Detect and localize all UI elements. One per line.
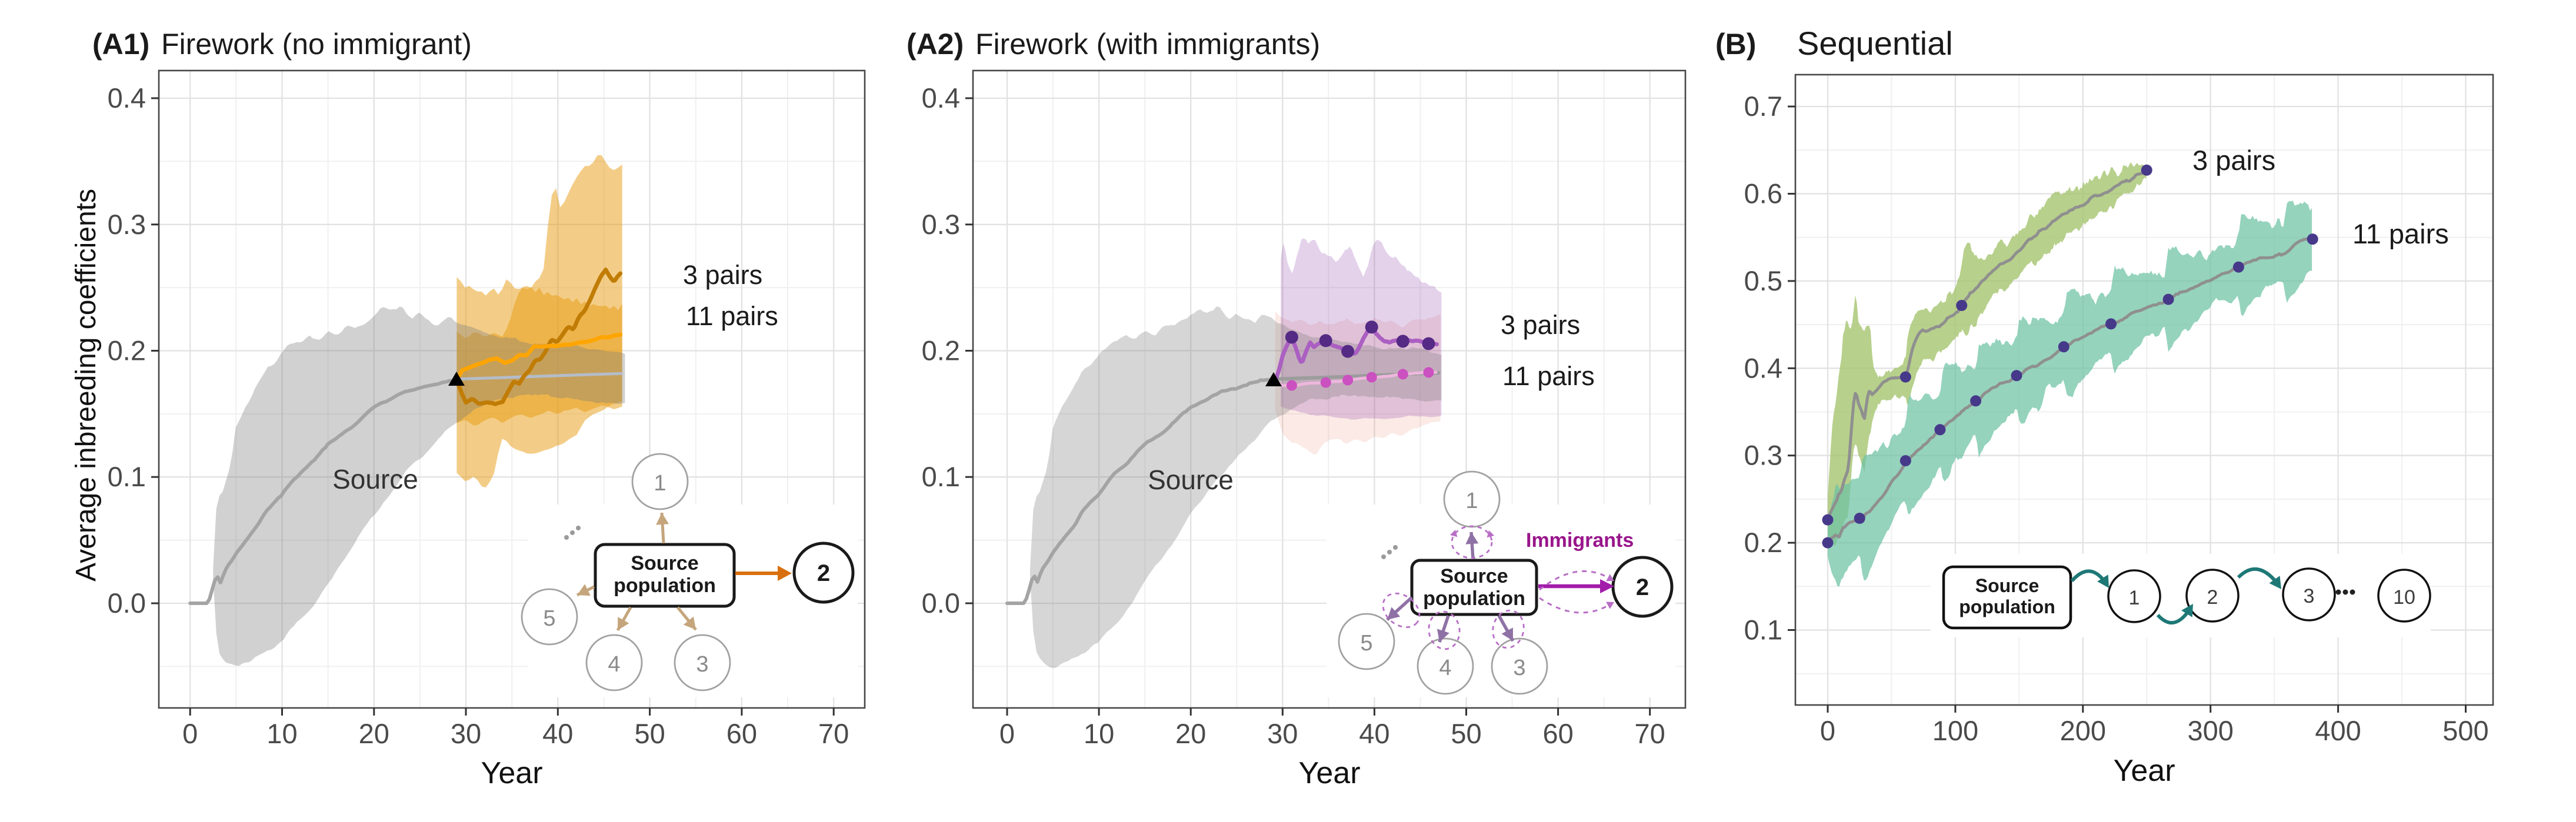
svg-text:(A1): (A1) [92, 28, 149, 61]
svg-text:500: 500 [2442, 715, 2488, 746]
svg-text:Source: Source [631, 552, 698, 574]
svg-text:5: 5 [543, 606, 555, 631]
svg-text:0.0: 0.0 [108, 587, 146, 619]
svg-text:70: 70 [1635, 718, 1665, 749]
svg-text:0.4: 0.4 [1744, 352, 1782, 383]
svg-text:1: 1 [654, 471, 666, 496]
svg-text:10: 10 [2393, 586, 2415, 609]
svg-text:3 pairs: 3 pairs [1501, 310, 1580, 340]
svg-text:3: 3 [1513, 656, 1525, 680]
svg-text:Average inbreeding coefficient: Average inbreeding coefficients [71, 189, 102, 582]
svg-text:2: 2 [817, 560, 830, 586]
svg-text:population: population [614, 574, 716, 597]
svg-text:4: 4 [1439, 656, 1451, 680]
svg-text:30: 30 [451, 718, 481, 749]
svg-text:11 pairs: 11 pairs [2352, 218, 2449, 249]
svg-text:0.0: 0.0 [922, 587, 960, 619]
svg-text:10: 10 [1084, 718, 1114, 749]
svg-text:Immigrants: Immigrants [1526, 529, 1634, 552]
svg-text:5: 5 [1360, 631, 1372, 656]
svg-text:0.5: 0.5 [1744, 265, 1782, 296]
svg-text:4: 4 [608, 652, 620, 677]
svg-text:0.3: 0.3 [922, 209, 960, 240]
svg-text:2: 2 [2207, 586, 2218, 609]
svg-text:50: 50 [634, 718, 665, 749]
svg-text:Source: Source [332, 464, 418, 494]
svg-text:0.1: 0.1 [108, 461, 146, 492]
svg-text:60: 60 [727, 718, 757, 749]
svg-text:0.4: 0.4 [922, 82, 960, 113]
svg-text:300: 300 [2187, 715, 2233, 746]
svg-text:0.3: 0.3 [108, 209, 146, 240]
svg-text:40: 40 [1359, 718, 1389, 749]
svg-text:1: 1 [1465, 489, 1478, 513]
svg-text:3: 3 [696, 652, 708, 677]
svg-text:1: 1 [2129, 587, 2140, 609]
svg-text:30: 30 [1267, 718, 1298, 749]
svg-text:0.2: 0.2 [108, 335, 146, 366]
svg-text:11 pairs: 11 pairs [686, 301, 778, 331]
svg-text:400: 400 [2315, 715, 2361, 746]
svg-text:0.4: 0.4 [108, 82, 146, 113]
svg-text:3 pairs: 3 pairs [683, 260, 762, 290]
svg-text:Sequential: Sequential [1797, 25, 1953, 62]
svg-text:11 pairs: 11 pairs [1502, 361, 1595, 391]
svg-text:population: population [1423, 587, 1525, 610]
svg-text:100: 100 [1932, 715, 1978, 746]
svg-text:70: 70 [818, 718, 849, 749]
svg-text:Year: Year [481, 756, 542, 790]
svg-text:(A2): (A2) [907, 28, 964, 61]
svg-text:0: 0 [1820, 715, 1835, 746]
svg-text:0.2: 0.2 [922, 335, 960, 366]
svg-text:0.7: 0.7 [1744, 91, 1782, 122]
svg-text:(B): (B) [1715, 28, 1756, 61]
svg-text:2: 2 [1636, 574, 1649, 600]
svg-text:population: population [1959, 596, 2055, 617]
svg-text:0.1: 0.1 [1744, 614, 1782, 646]
svg-text:3 pairs: 3 pairs [2192, 145, 2275, 176]
svg-text:50: 50 [1451, 718, 1481, 749]
svg-text:Year: Year [1298, 756, 1360, 790]
svg-text:Year: Year [2113, 754, 2175, 788]
svg-text:60: 60 [1542, 718, 1573, 749]
svg-text:0.1: 0.1 [922, 461, 960, 492]
svg-text:Firework (with immigrants): Firework (with immigrants) [975, 28, 1320, 61]
svg-text:Firework (no immigrant): Firework (no immigrant) [161, 28, 472, 61]
svg-text:10: 10 [266, 718, 297, 749]
svg-text:Source: Source [1440, 565, 1508, 587]
svg-text:20: 20 [359, 718, 389, 749]
svg-text:20: 20 [1175, 718, 1206, 749]
svg-text:Source: Source [1975, 575, 2039, 596]
svg-text:0: 0 [999, 718, 1015, 749]
svg-text:0.2: 0.2 [1744, 527, 1782, 558]
svg-text:3: 3 [2304, 585, 2315, 607]
svg-text:40: 40 [542, 718, 573, 749]
svg-text:200: 200 [2060, 715, 2106, 746]
svg-text:0: 0 [182, 718, 198, 749]
svg-text:0.6: 0.6 [1744, 178, 1782, 209]
svg-text:0.3: 0.3 [1744, 440, 1782, 471]
svg-text:Source: Source [1148, 465, 1234, 495]
